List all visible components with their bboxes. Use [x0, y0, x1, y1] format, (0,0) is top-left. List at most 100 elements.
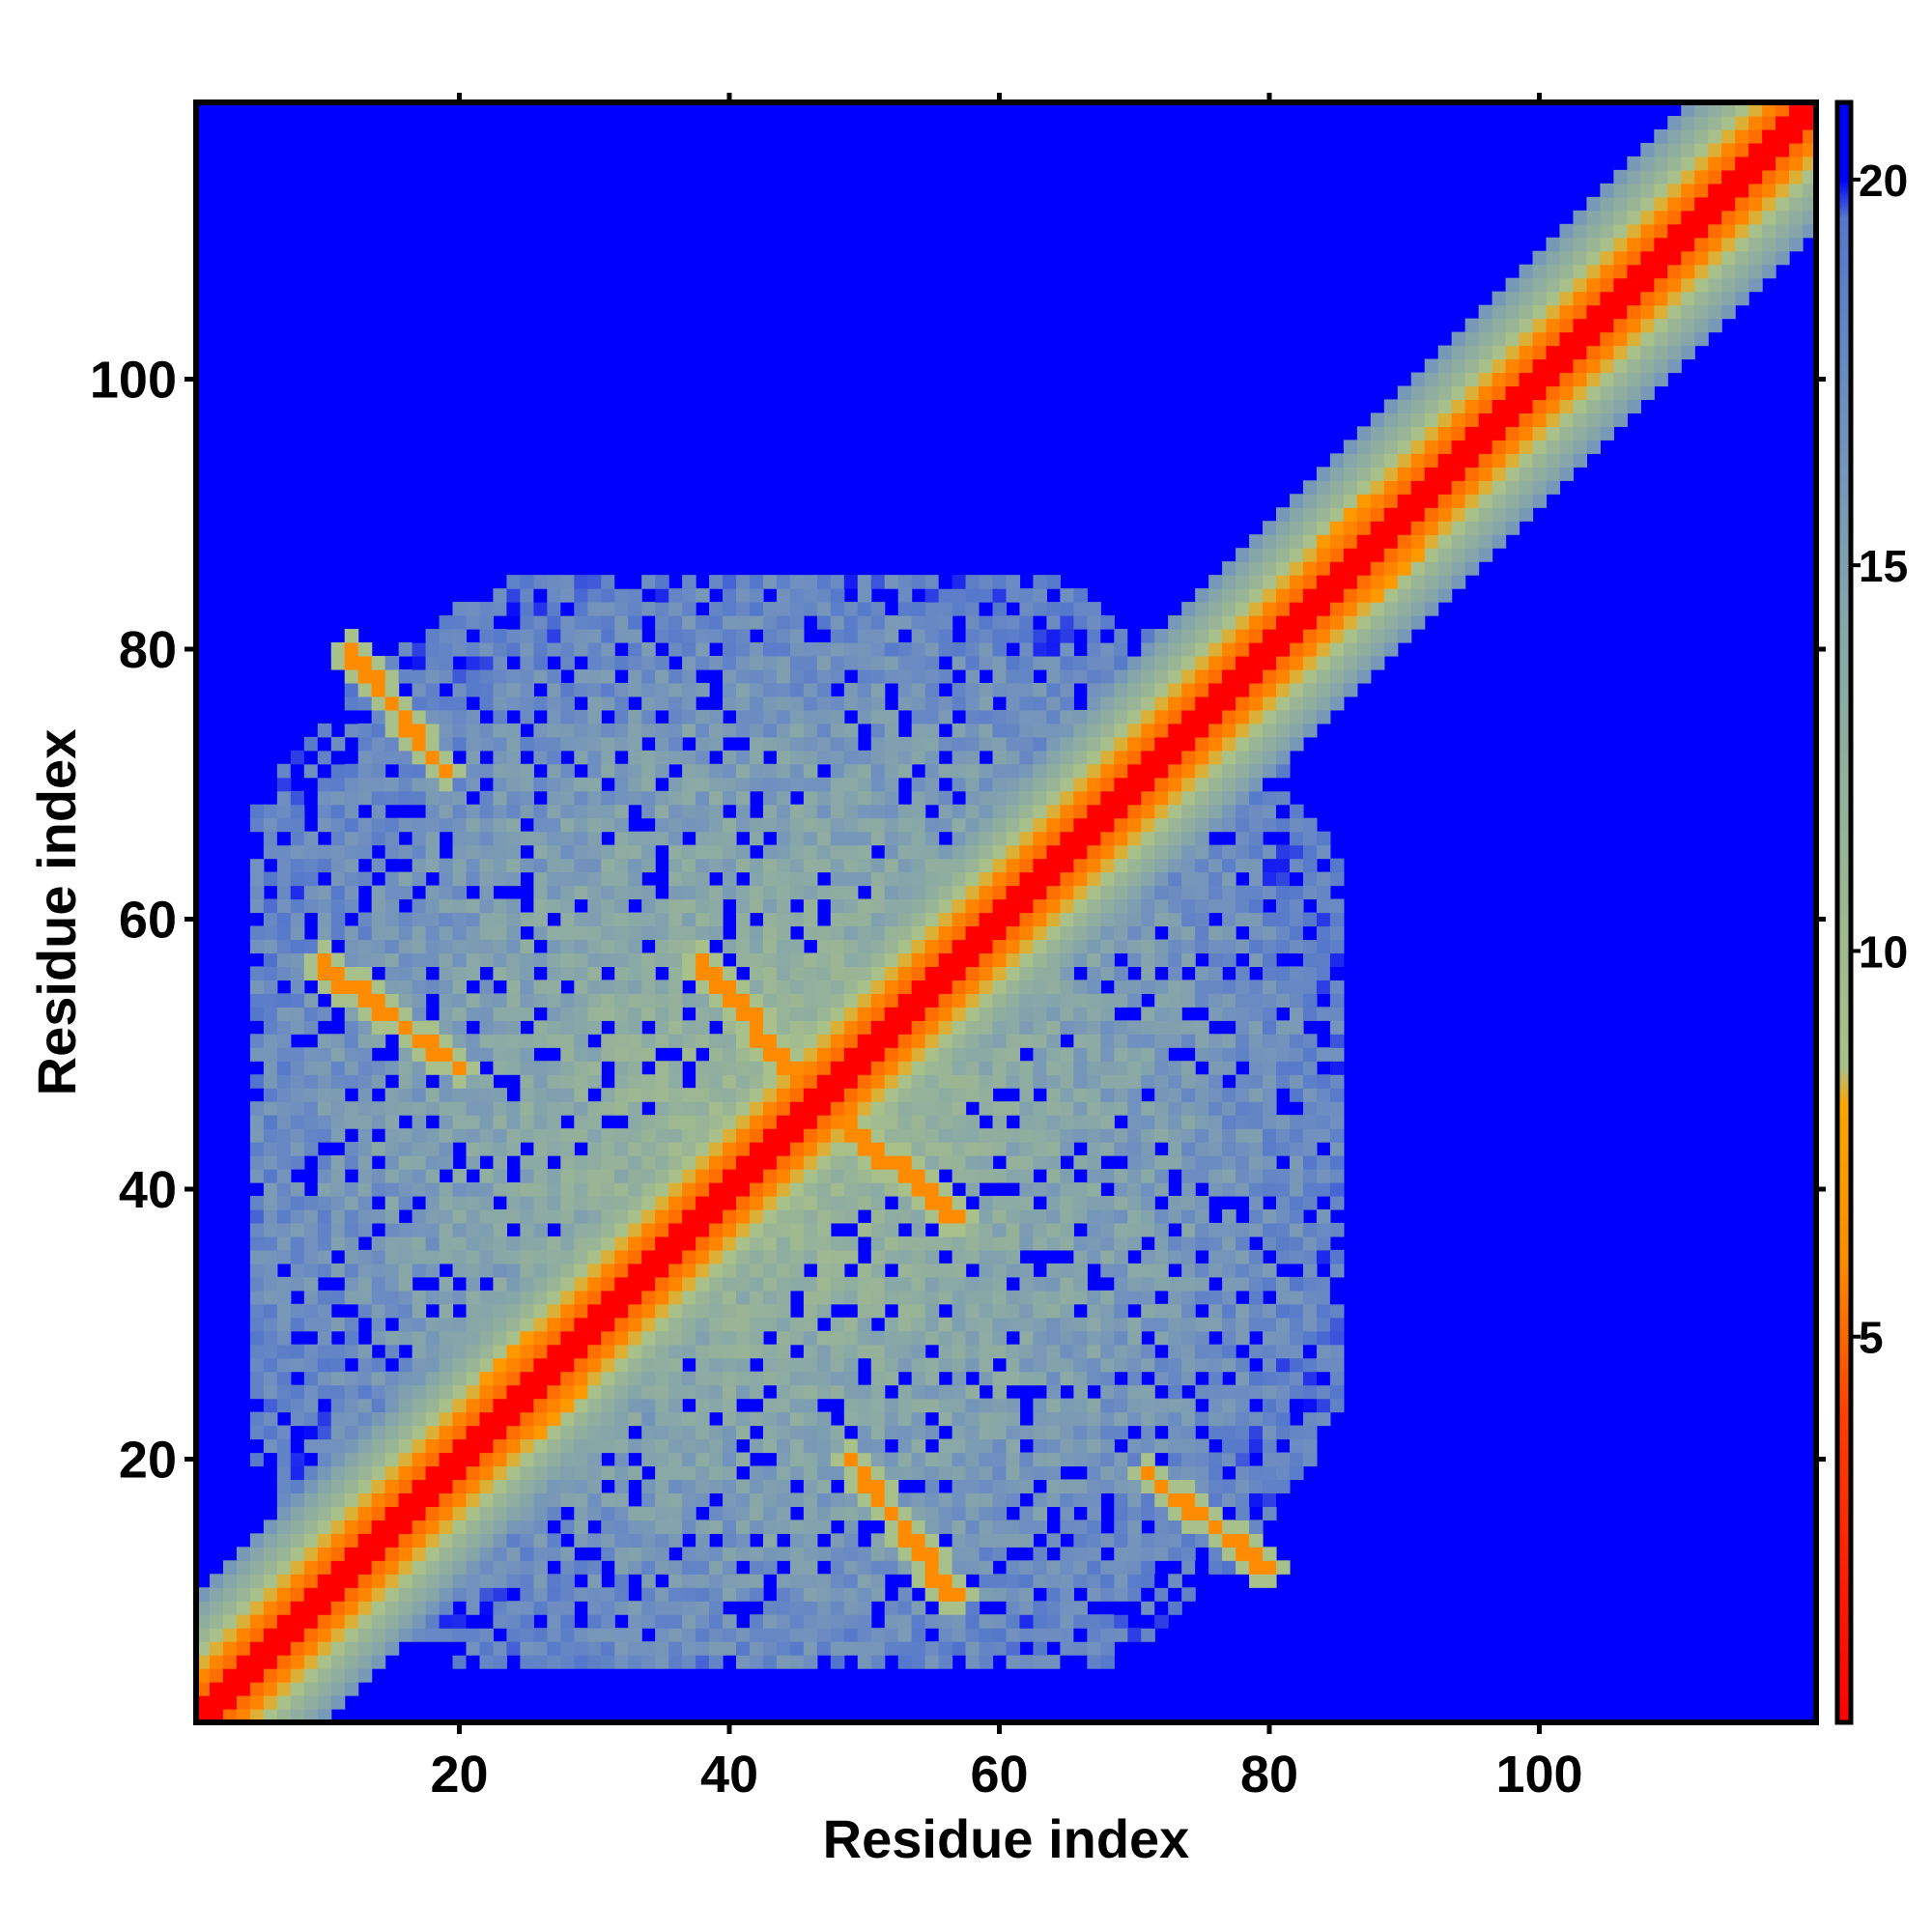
heatmap-cell: [762, 871, 778, 887]
heatmap-cell: [843, 1398, 859, 1413]
heatmap-cell: [601, 1371, 615, 1386]
heatmap-cell: [1114, 1222, 1128, 1237]
heatmap-cell: [560, 1169, 575, 1183]
heatmap-cell: [317, 1601, 332, 1615]
heatmap-cell: [709, 1628, 724, 1642]
heatmap-cell: [425, 1263, 440, 1278]
heatmap-cell: [574, 588, 588, 603]
heatmap-cell: [317, 858, 332, 873]
heatmap-cell: [330, 1208, 346, 1224]
heatmap-cell: [668, 1236, 683, 1251]
heatmap-cell: [1073, 1317, 1088, 1332]
heatmap-cell: [560, 1061, 575, 1075]
heatmap-cell: [520, 1263, 534, 1278]
heatmap-cell: [723, 1020, 737, 1035]
heatmap-cell: [641, 1007, 656, 1021]
heatmap-cell: [762, 1128, 778, 1143]
heatmap-cell: [1100, 1344, 1115, 1359]
heatmap-cell: [1060, 1208, 1074, 1224]
heatmap-cell: [723, 790, 737, 806]
heatmap-cell: [1168, 1128, 1182, 1143]
heatmap-cell: [466, 1398, 481, 1413]
heatmap-cell: [479, 1263, 495, 1278]
heatmap-cell: [723, 993, 737, 1008]
heatmap-cell: [628, 1020, 642, 1035]
heatmap-cell: [857, 1101, 872, 1116]
heatmap-cell: [992, 1303, 1008, 1319]
heatmap-cell: [1060, 1452, 1074, 1467]
heatmap-cell: [803, 1398, 818, 1413]
heatmap-cell: [628, 1533, 642, 1548]
heatmap-cell: [992, 763, 1008, 779]
heatmap-cell: [668, 858, 683, 873]
heatmap-cell: [749, 1263, 764, 1278]
heatmap-cell: [614, 1263, 629, 1278]
heatmap-cell: [857, 1222, 872, 1237]
heatmap-cell: [696, 1128, 710, 1143]
heatmap-cell: [1141, 1128, 1155, 1143]
heatmap-cell: [884, 1317, 899, 1332]
heatmap-cell: [911, 1398, 926, 1413]
heatmap-cell: [762, 1101, 778, 1116]
heatmap-cell: [520, 763, 534, 779]
heatmap-cell: [1087, 1641, 1101, 1656]
heatmap-cell: [762, 1520, 778, 1534]
heatmap-cell: [1100, 1628, 1115, 1642]
heatmap-cell: [776, 1506, 791, 1520]
heatmap-cell: [709, 1263, 724, 1278]
heatmap-cell: [696, 629, 710, 643]
heatmap-cell: [1141, 1061, 1155, 1075]
heatmap-cell: [762, 1655, 778, 1669]
heatmap-cell: [965, 1425, 980, 1440]
heatmap-cell: [952, 1169, 967, 1183]
heatmap-cell: [992, 871, 1008, 887]
heatmap-cell: [911, 912, 926, 927]
heatmap-cell: [749, 1195, 764, 1210]
heatmap-cell: [371, 655, 386, 670]
heatmap-cell: [709, 1465, 724, 1481]
heatmap-cell: [384, 1438, 400, 1454]
heatmap-cell: [236, 1695, 251, 1710]
heatmap-cell: [384, 925, 400, 941]
heatmap-cell: [601, 1492, 615, 1507]
heatmap-cell: [641, 1222, 656, 1237]
heatmap-cell: [574, 777, 588, 792]
heatmap-cell: [425, 1601, 440, 1615]
heatmap-cell: [1087, 1411, 1101, 1427]
heatmap-cell: [614, 1236, 629, 1251]
heatmap-cell: [344, 1195, 359, 1210]
heatmap-cell: [371, 1182, 386, 1197]
heatmap-cell: [1006, 777, 1021, 792]
heatmap-cell: [384, 1169, 400, 1183]
heatmap-cell: [1006, 1641, 1021, 1656]
heatmap-cell: [236, 1614, 251, 1629]
heatmap-cell: [696, 912, 710, 927]
heatmap-cell: [992, 1492, 1008, 1507]
heatmap-cell: [587, 1533, 602, 1548]
heatmap-cell: [830, 1587, 845, 1602]
heatmap-cell: [263, 1344, 278, 1359]
heatmap-cell: [439, 952, 454, 967]
heatmap-cell: [398, 1520, 413, 1534]
heatmap-cell: [276, 1384, 292, 1400]
heatmap-cell: [816, 602, 832, 616]
heatmap-cell: [952, 980, 967, 994]
heatmap-cell: [911, 885, 926, 900]
heatmap-cell: [843, 777, 859, 792]
heatmap-cell: [1168, 736, 1182, 752]
heatmap-cell: [655, 1128, 669, 1143]
heatmap-cell: [1100, 668, 1115, 684]
heatmap-cell: [506, 925, 521, 941]
heatmap-cell: [843, 939, 859, 954]
heatmap-cell: [1127, 1628, 1142, 1642]
heatmap-cell: [1168, 1195, 1182, 1210]
heatmap-cell: [857, 1128, 872, 1143]
heatmap-cell: [276, 1034, 292, 1048]
heatmap-cell: [897, 588, 913, 603]
heatmap-cell: [668, 1169, 683, 1183]
heatmap-cell: [249, 1169, 265, 1183]
heatmap-cell: [520, 1317, 534, 1332]
heatmap-cell: [965, 1344, 980, 1359]
heatmap-cell: [668, 1411, 683, 1427]
heatmap-cell: [938, 980, 953, 994]
